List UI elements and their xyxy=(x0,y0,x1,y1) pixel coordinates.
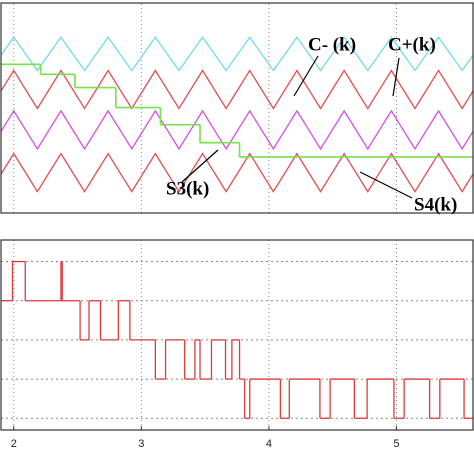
pointer xyxy=(359,171,413,199)
x-tick-label: 4 xyxy=(266,438,272,450)
x-tick-label: 3 xyxy=(138,438,144,450)
carrier-line xyxy=(1,69,473,110)
bottom-plot xyxy=(1,240,473,430)
pointer xyxy=(181,149,219,183)
annotation: C+(k) xyxy=(388,34,436,55)
carrier-line xyxy=(1,152,473,193)
carrier-line xyxy=(1,36,473,72)
pointer xyxy=(392,57,400,97)
x-tick-label: 5 xyxy=(393,438,399,450)
annotation: S4(k) xyxy=(414,194,457,215)
bottom-frame xyxy=(0,239,474,431)
annotation: C- (k) xyxy=(308,34,356,55)
pointer xyxy=(293,55,319,97)
annotation: S3(k) xyxy=(166,178,209,199)
overlay: C- (k) C+(k) S3(k) S4(k) 2 3 4 5 xyxy=(0,2,474,450)
carrier-line xyxy=(1,109,473,151)
x-tick-label: 2 xyxy=(11,438,17,450)
top-plot xyxy=(1,4,473,213)
top-frame xyxy=(0,2,474,214)
